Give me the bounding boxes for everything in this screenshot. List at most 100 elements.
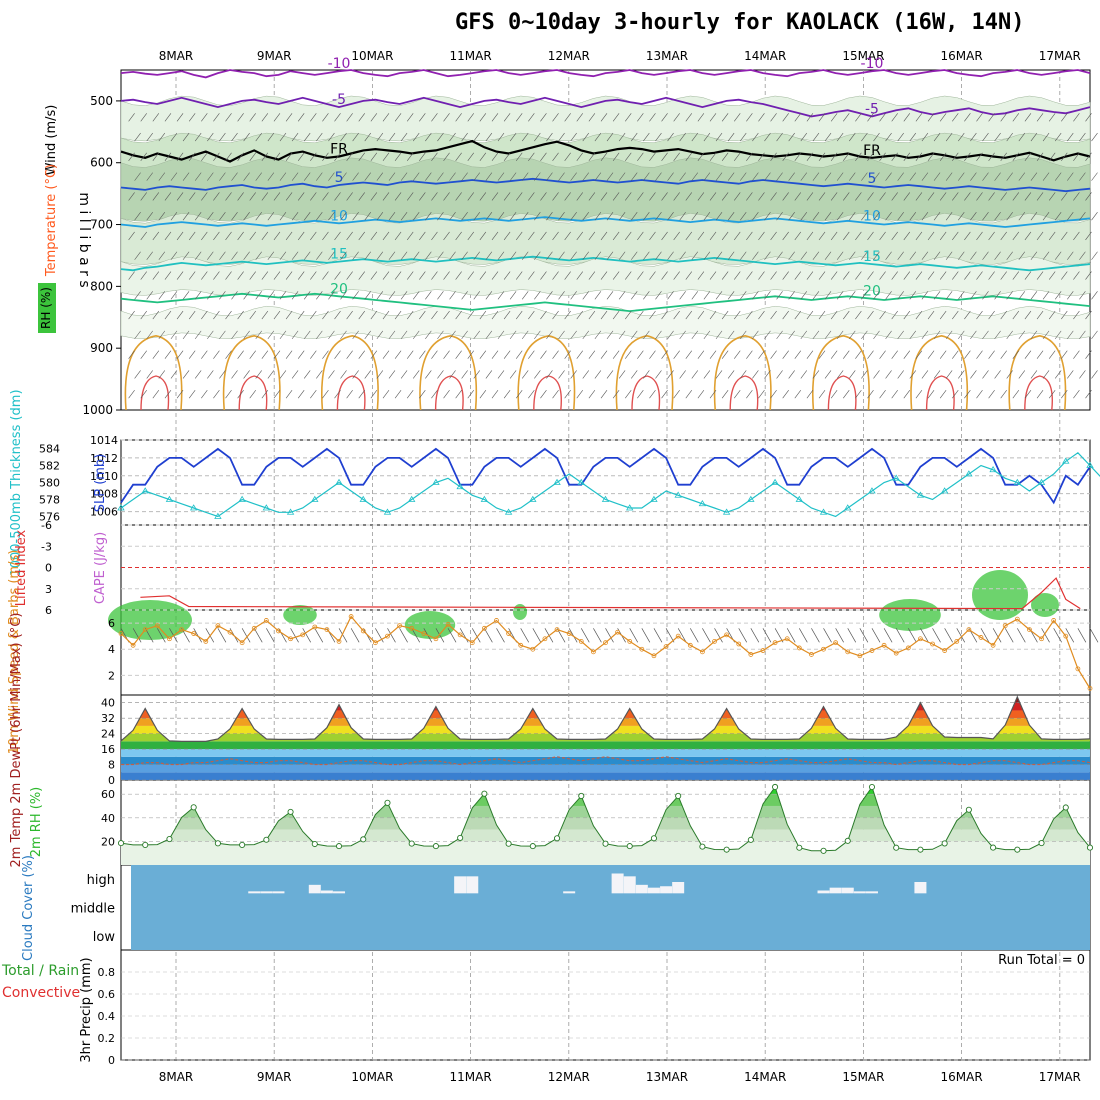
wind-barb — [582, 330, 590, 340]
wind-barb — [885, 330, 892, 340]
wind-barb — [437, 172, 444, 181]
wind-barb — [958, 172, 965, 181]
wind-barb — [364, 132, 371, 142]
wind-barb — [867, 152, 874, 162]
wind-barb — [1036, 310, 1044, 320]
wind-barb — [691, 132, 699, 142]
wind-barb — [764, 330, 771, 340]
wind-barb — [437, 212, 444, 221]
wind-barb — [273, 350, 281, 359]
wind-barb — [340, 132, 347, 142]
wind-speed-marker — [603, 640, 608, 646]
wind-barb — [897, 291, 904, 300]
wind-barb — [576, 152, 584, 162]
ylabel-cloud: Cloud Cover (%) — [21, 855, 36, 961]
wind-barb — [691, 291, 699, 300]
wind-barb — [521, 330, 529, 340]
wind-speed-marker — [712, 638, 717, 644]
wind-barb — [558, 330, 565, 340]
wind-barb-10m — [290, 628, 299, 643]
wind-barb — [776, 132, 783, 142]
wind-barb — [679, 370, 686, 379]
wind-barb — [182, 291, 190, 300]
isotherm-label: 20 — [863, 284, 881, 300]
wind-barb — [824, 251, 832, 260]
wind-barb — [806, 271, 814, 280]
wind-barb — [879, 350, 886, 359]
wind-barb — [346, 152, 353, 162]
wind-barb — [249, 231, 256, 241]
thickness-marker — [577, 478, 585, 485]
wind-barb — [406, 113, 414, 122]
wind-barb — [303, 330, 311, 340]
wind-barb-10m — [689, 628, 699, 643]
wind-barb — [806, 310, 814, 320]
wind-barb — [970, 370, 977, 379]
wind-barb-10m — [895, 628, 905, 643]
wind-barb — [316, 291, 323, 300]
isotherm-label: 5 — [868, 171, 877, 187]
wind-barb — [697, 113, 705, 122]
rh-marker — [214, 840, 221, 847]
rh-marker — [893, 844, 900, 851]
rh-marker — [747, 836, 754, 843]
wind-barb — [552, 390, 559, 399]
wind-barb — [1006, 172, 1013, 181]
wind-barb — [600, 271, 608, 280]
wind-barb — [188, 310, 196, 320]
thickness-marker — [965, 470, 973, 477]
wind-barb — [249, 350, 256, 359]
thickness-marker — [359, 495, 367, 502]
wind-barb — [1006, 370, 1013, 379]
wind-barb — [921, 251, 929, 260]
wind-barb — [207, 370, 214, 379]
wind-speed-marker — [990, 642, 996, 648]
wind-barb — [1000, 231, 1007, 241]
wind-barb — [988, 113, 995, 122]
wind-barb — [933, 172, 941, 181]
thickness-marker — [480, 495, 489, 502]
wind-barb-10m — [1053, 628, 1062, 643]
rh-marker — [1086, 844, 1094, 851]
isotherm--5 — [120, 96, 1091, 118]
wind-barb — [176, 152, 184, 162]
wind-barb-10m — [593, 628, 602, 643]
wind-barb — [824, 132, 832, 142]
wind-barb — [1030, 291, 1038, 300]
wind-barb — [322, 390, 329, 399]
wind-barb-10m — [266, 628, 275, 643]
wind-barb — [528, 350, 535, 359]
wind-speed-marker — [651, 653, 657, 659]
wind-barb — [176, 390, 184, 399]
temp-contour-25 — [910, 335, 969, 411]
wind-barb — [564, 113, 571, 122]
wind-speed-marker — [445, 621, 451, 627]
wind-barb — [988, 310, 995, 320]
wind-barb — [958, 291, 965, 300]
wind-barb — [388, 291, 396, 300]
wind-barb — [140, 152, 147, 162]
wind-barb — [431, 113, 438, 122]
wind-barb — [1000, 310, 1007, 320]
wind-barb — [903, 231, 911, 241]
temp-stripe — [121, 741, 1090, 750]
wind-barb — [419, 231, 426, 241]
wind-barb — [1030, 212, 1038, 221]
wind-barb — [449, 370, 456, 379]
wind-barb — [188, 271, 196, 280]
wind-barb — [1067, 172, 1074, 181]
wind-barb — [1085, 310, 1092, 320]
wind-barb — [909, 370, 917, 379]
panel-frame-pr — [120, 949, 1091, 1061]
wind-barb-10m — [459, 628, 469, 643]
wind-barb — [485, 291, 493, 300]
wind-barb — [285, 390, 293, 399]
wind-barb — [419, 310, 426, 320]
wind-barb — [770, 390, 777, 399]
isotherm-label: 20 — [330, 281, 348, 297]
wind-speed-marker — [506, 631, 512, 636]
temp-contour-25 — [615, 335, 674, 411]
wind-barb — [685, 350, 693, 359]
wind-barb — [836, 251, 844, 260]
wind-barb — [897, 370, 904, 379]
